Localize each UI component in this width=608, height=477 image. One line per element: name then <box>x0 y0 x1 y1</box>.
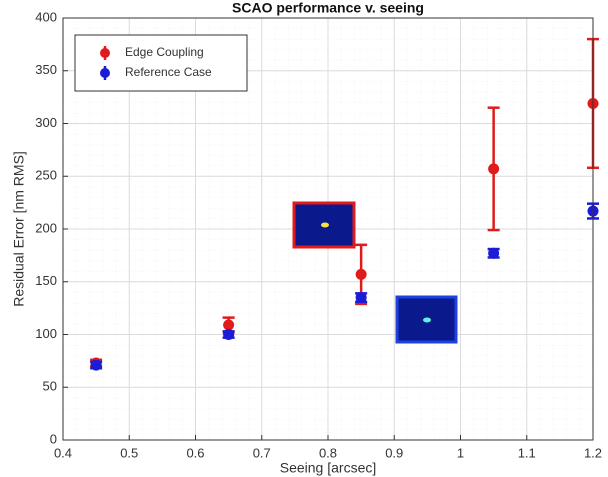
legend-swatch <box>100 68 110 78</box>
legend-label: Edge Coupling <box>125 45 204 59</box>
y-tick-label: 250 <box>35 168 57 183</box>
inset-images <box>292 201 458 344</box>
y-tick-label: 300 <box>35 115 57 130</box>
legend-label: Reference Case <box>125 65 212 79</box>
axes-box <box>62 17 594 441</box>
x-tick-label: 0.5 <box>120 445 138 460</box>
point <box>223 319 235 331</box>
y-tick-label: 150 <box>35 273 57 288</box>
x-tick-label: 1.2 <box>584 445 602 460</box>
psf-core <box>423 317 431 323</box>
x-tick-label: 0.6 <box>186 445 204 460</box>
y-tick-label: 0 <box>50 431 57 446</box>
y-tick-label: 50 <box>43 379 57 394</box>
x-axis-label: Seeing [arcsec] <box>280 460 377 476</box>
legend: Edge Coupling Reference Case <box>74 34 248 92</box>
y-axis-label: Residual Error [nm RMS] <box>11 151 27 307</box>
point <box>223 329 235 340</box>
x-tick-label: 0.8 <box>319 445 337 460</box>
legend-swatch <box>100 48 110 58</box>
point <box>488 247 500 259</box>
chart-title: SCAO performance v. seeing <box>232 0 424 16</box>
point <box>355 268 367 280</box>
y-tick-label: 350 <box>35 62 57 77</box>
x-tick-label: 0.7 <box>253 445 271 460</box>
y-tick-label: 400 <box>35 9 57 24</box>
x-tick-label: 0.4 <box>54 445 72 460</box>
point <box>488 163 500 175</box>
legend-box <box>74 34 248 92</box>
psf-core <box>321 222 329 228</box>
x-tick-label: 1.1 <box>518 445 536 460</box>
point <box>90 359 102 371</box>
y-tick-label: 200 <box>35 220 57 235</box>
x-tick-label: 1 <box>457 445 464 460</box>
point <box>355 292 367 304</box>
x-tick-label: 0.9 <box>385 445 403 460</box>
y-tick-label: 100 <box>35 326 57 341</box>
